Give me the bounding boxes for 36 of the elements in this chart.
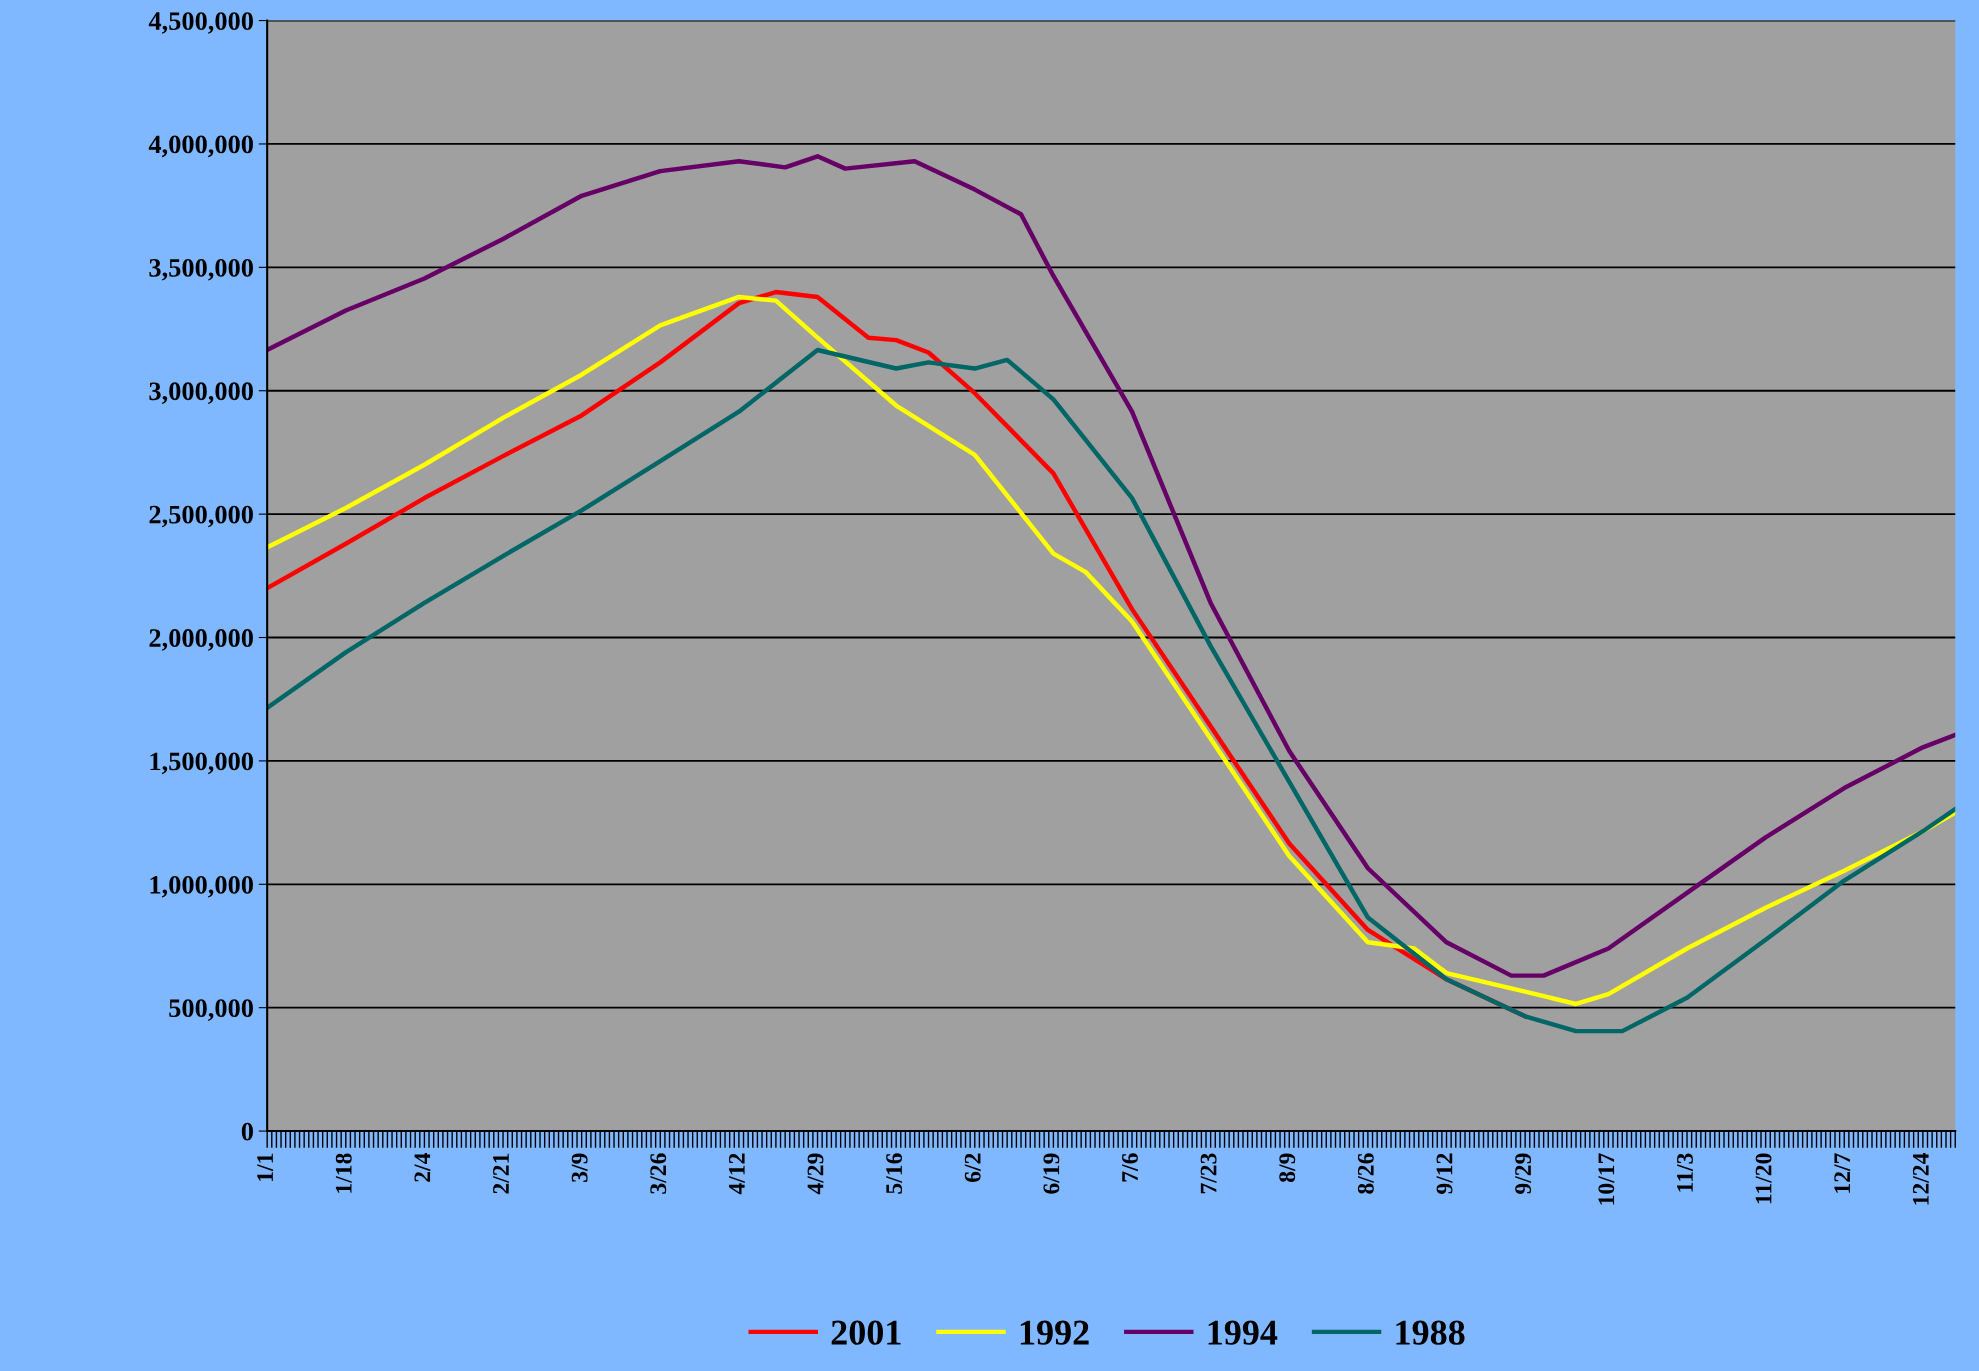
x-tick-label: 2/21 — [493, 1153, 509, 1194]
y-tick-label: 500,000 — [169, 999, 253, 1021]
x-tick-label: 12/7 — [1834, 1153, 1851, 1193]
legend-label: 1988 — [1396, 1320, 1465, 1345]
x-tick-label: 1/1 — [257, 1153, 274, 1181]
y-tick-label: 0 — [241, 1122, 253, 1141]
x-tick-label: 9/12 — [1436, 1153, 1453, 1194]
y-tick-label: 1,500,000 — [150, 752, 253, 775]
y-tick-label: 2,500,000 — [149, 505, 253, 528]
x-tick-label: 3/26 — [650, 1153, 667, 1194]
x-tick-label: 8/9 — [1279, 1153, 1296, 1182]
x-tick-label: 5/16 — [886, 1153, 903, 1194]
x-tick-label: 2/4 — [414, 1153, 431, 1182]
x-tick-label: 4/29 — [807, 1153, 824, 1195]
legend-label: 1992 — [1020, 1320, 1089, 1345]
y-tick-label: 4,000,000 — [148, 135, 253, 158]
legend-label: 2001 — [831, 1320, 901, 1345]
legend-label: 1994 — [1208, 1320, 1278, 1345]
x-tick-label: 11/3 — [1677, 1153, 1693, 1192]
x-tick-label: 6/19 — [1043, 1153, 1060, 1194]
x-tick-label: 12/24 — [1912, 1153, 1929, 1205]
y-tick-label: 4,500,000 — [148, 12, 253, 34]
x-tick-label: 11/20 — [1755, 1153, 1772, 1204]
x-tick-label: 8/26 — [1357, 1153, 1374, 1194]
y-tick-label: 3,000,000 — [149, 382, 253, 404]
x-tick-label: 3/9 — [571, 1153, 588, 1182]
y-tick-label: 2,000,000 — [149, 629, 253, 651]
x-tick-label: 6/2 — [964, 1153, 981, 1182]
x-tick-label: 1/18 — [335, 1153, 352, 1193]
x-tick-label: 7/23 — [1200, 1153, 1217, 1194]
y-tick-label: 3,500,000 — [149, 258, 253, 281]
x-tick-label: 4/12 — [728, 1153, 745, 1195]
y-tick-label: 1,000,000 — [150, 875, 253, 898]
x-tick-label: 9/29 — [1515, 1153, 1532, 1194]
x-tick-label: 10/17 — [1598, 1153, 1615, 1205]
x-tick-label: 7/6 — [1122, 1153, 1138, 1182]
